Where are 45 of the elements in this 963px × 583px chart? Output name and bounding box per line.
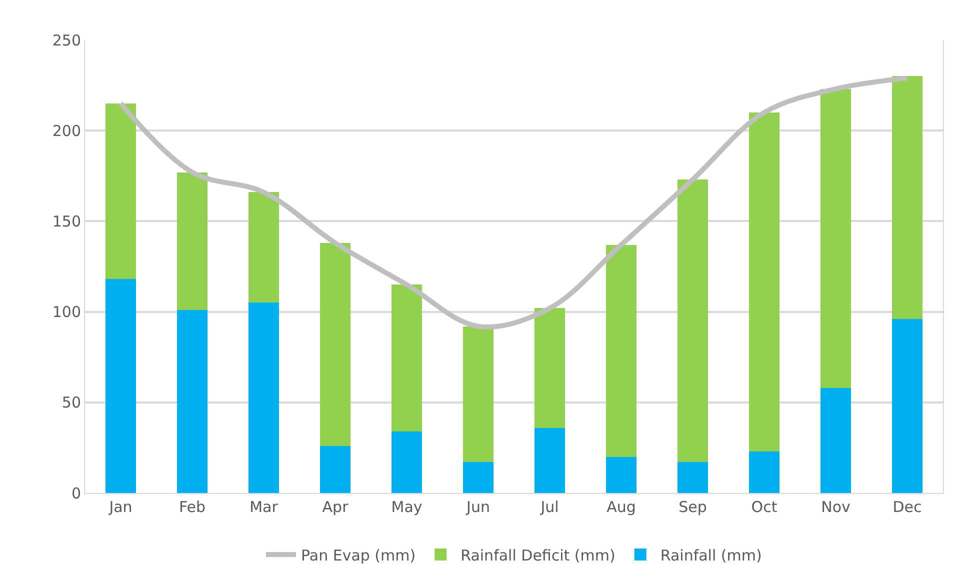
- y-tick-label: 200: [52, 122, 81, 140]
- x-tick-label: Sep: [678, 498, 707, 516]
- x-tick-label: Jan: [108, 498, 132, 516]
- bar: [177, 172, 208, 310]
- bar: [248, 302, 279, 493]
- x-tick-label: Mar: [250, 498, 279, 516]
- bar: [392, 284, 422, 432]
- bar: [534, 428, 565, 493]
- x-tick-label: Jun: [466, 498, 490, 516]
- bar: [892, 76, 922, 320]
- legend-label: Rainfall Deficit (mm): [460, 546, 616, 564]
- x-tick-label: May: [391, 498, 422, 516]
- bar: [392, 431, 422, 493]
- bar: [749, 112, 780, 452]
- x-tick-label: Apr: [322, 498, 350, 516]
- bar: [534, 308, 565, 428]
- bar: [678, 180, 708, 462]
- bar: [320, 446, 350, 493]
- bar: [749, 451, 780, 493]
- x-tick-label: Dec: [892, 498, 922, 516]
- bar: [248, 192, 279, 303]
- bar: [820, 388, 851, 493]
- x-tick-label: Jul: [540, 498, 559, 516]
- y-tick-label: 250: [52, 31, 81, 50]
- bar: [678, 462, 708, 493]
- bar: [463, 326, 494, 462]
- bar: [106, 103, 136, 280]
- legend-label: Rainfall (mm): [660, 546, 762, 564]
- bar: [892, 319, 922, 493]
- bar: [606, 244, 636, 457]
- y-tick-label: 150: [52, 212, 81, 230]
- bar: [177, 310, 208, 493]
- bar: [820, 88, 851, 388]
- y-tick-label: 0: [71, 484, 81, 502]
- y-tick-label: 50: [62, 394, 81, 412]
- x-tick-label: Oct: [751, 498, 778, 516]
- x-tick-label: Aug: [606, 498, 636, 516]
- bar: [463, 462, 494, 493]
- y-tick-label: 100: [52, 303, 81, 322]
- bar: [606, 456, 636, 493]
- bar: [320, 242, 350, 446]
- legend-label: Pan Evap (mm): [301, 546, 416, 564]
- x-tick-label: Feb: [178, 498, 206, 516]
- x-tick-label: Nov: [821, 498, 851, 516]
- bar: [106, 279, 136, 493]
